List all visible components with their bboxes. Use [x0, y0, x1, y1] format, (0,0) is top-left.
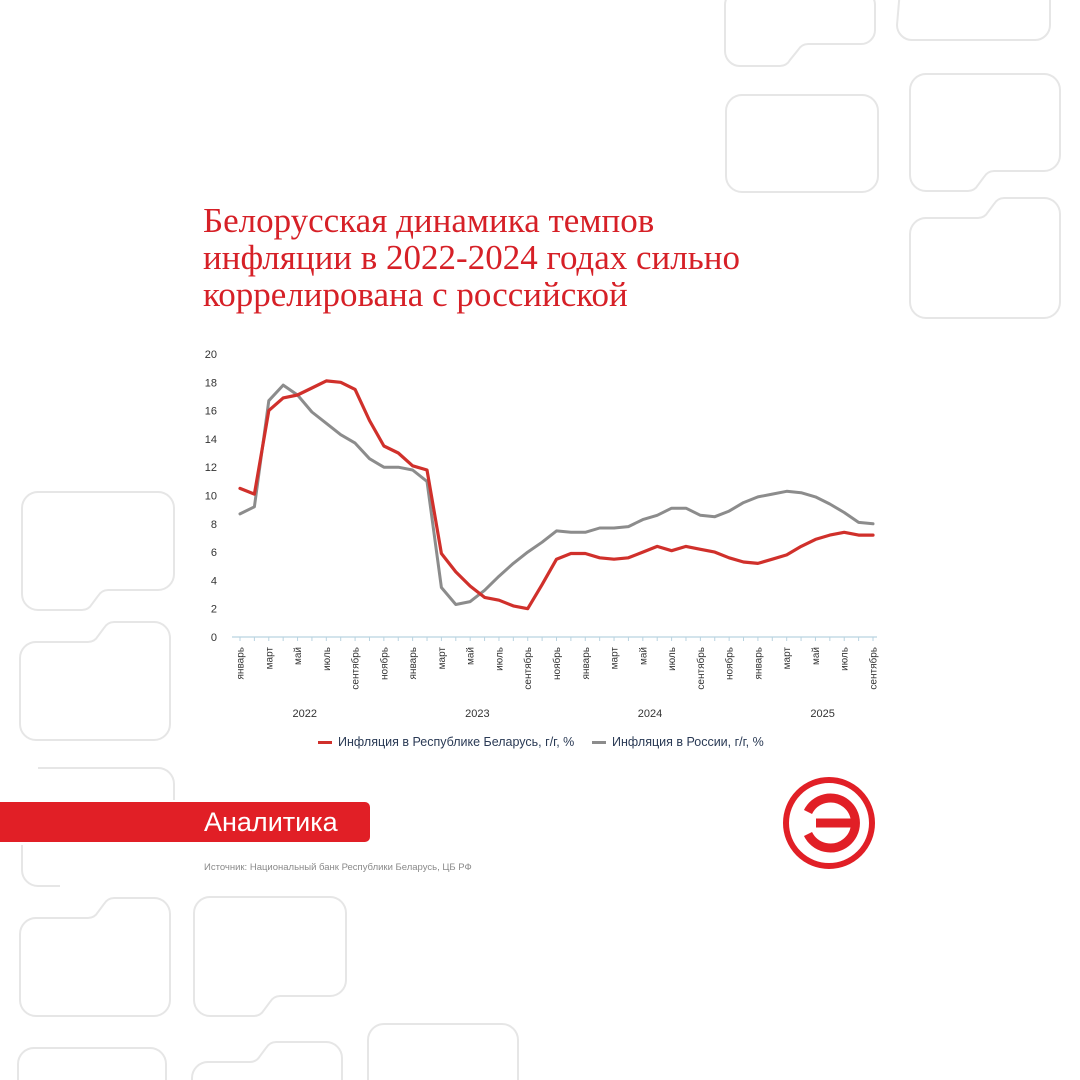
y-tick-label: 4	[211, 575, 217, 587]
series-line-belarus	[238, 379, 875, 611]
y-tick-label: 0	[211, 632, 217, 644]
y-tick-label: 10	[205, 491, 217, 503]
x-tick-label: сентябрь	[522, 647, 534, 690]
decor-tile	[19, 897, 171, 1017]
year-label: 2025	[810, 708, 834, 720]
y-tick-label: 16	[205, 406, 217, 418]
decor-tile	[193, 896, 347, 1017]
year-label: 2023	[465, 708, 489, 720]
x-tick-label: ноябрь	[551, 647, 563, 680]
decor-tile	[21, 845, 60, 887]
title-line: инфляции в 2022-2024 годах сильно	[203, 238, 740, 277]
title-line: коррелирована с российской	[203, 275, 628, 314]
decor-tile	[725, 94, 879, 193]
x-tick-label: январь	[581, 647, 592, 679]
legend-label-russia: Инфляция в России, г/г, %	[612, 735, 764, 749]
x-axis: январь март май июль сентябрь ноябрь январь мар…	[232, 636, 880, 720]
x-tick-label: май	[293, 647, 304, 665]
legend-swatch-russia	[592, 740, 606, 744]
decor-tile	[909, 197, 1061, 319]
title-line: Белорусская динамика темпов	[203, 201, 655, 240]
decor-tile	[19, 621, 171, 741]
series-layer	[238, 379, 875, 611]
decor-tile	[909, 73, 1061, 192]
x-tick-label: январь	[236, 647, 247, 679]
x-tick-label: сентябрь	[695, 647, 707, 690]
x-tick-label: март	[610, 647, 621, 670]
x-tick-label: июль	[494, 647, 505, 671]
x-tick-label: март	[437, 647, 448, 670]
y-tick-label: 2	[211, 604, 217, 616]
x-tick-label: сентябрь	[868, 647, 880, 690]
x-tick-label: май	[466, 647, 477, 665]
decor-tile	[895, 0, 1051, 41]
decor-tile	[367, 1023, 519, 1080]
y-tick-label: 8	[211, 519, 217, 531]
chart-title: Белорусская динамика темпов инфляции в 2…	[203, 202, 923, 313]
section-badge-label: Аналитика	[204, 807, 338, 837]
x-tick-label: январь	[408, 647, 419, 679]
decor-tile	[17, 1047, 167, 1080]
year-label: 2024	[638, 708, 662, 720]
x-tick-label: май	[638, 647, 649, 665]
x-tick-label: март	[264, 647, 275, 670]
y-tick-label: 12	[205, 462, 217, 474]
legend: Инфляция в Республике Беларусь, г/г, % И…	[0, 735, 1080, 755]
x-tick-label: ноябрь	[724, 647, 736, 680]
decor-tile	[723, 0, 876, 67]
y-tick-label: 6	[211, 547, 217, 559]
e-logo-icon	[783, 777, 875, 869]
x-tick-label: май	[811, 647, 822, 665]
y-tick-label: 20	[205, 349, 217, 361]
x-tick-label: ноябрь	[378, 647, 390, 680]
x-tick-label: июль	[840, 647, 851, 671]
section-badge: Аналитика	[0, 802, 370, 842]
y-tick-label: 18	[205, 377, 217, 389]
legend-item-russia: Инфляция в России, г/г, %	[592, 735, 764, 749]
legend-item-belarus: Инфляция в Республике Беларусь, г/г, %	[318, 735, 574, 749]
x-tick-label: январь	[753, 647, 764, 679]
x-tick-label: июль	[322, 647, 333, 671]
year-label: 2022	[292, 708, 316, 720]
decor-tile	[21, 491, 175, 611]
source-note: Источник: Национальный банк Республики Б…	[204, 862, 472, 873]
x-tick-label: июль	[667, 647, 678, 671]
y-axis: 0 2 4 6 8 10 12 14 16 18 20	[205, 349, 217, 644]
x-tick-label: март	[782, 647, 793, 670]
series-line-russia	[238, 383, 875, 606]
x-tick-label: сентябрь	[350, 647, 362, 690]
legend-label-belarus: Инфляция в Республике Беларусь, г/г, %	[338, 735, 575, 749]
decor-tile	[191, 1041, 343, 1080]
legend-swatch-belarus	[318, 740, 332, 744]
y-tick-label: 14	[205, 434, 217, 446]
decor-tile	[38, 767, 175, 800]
